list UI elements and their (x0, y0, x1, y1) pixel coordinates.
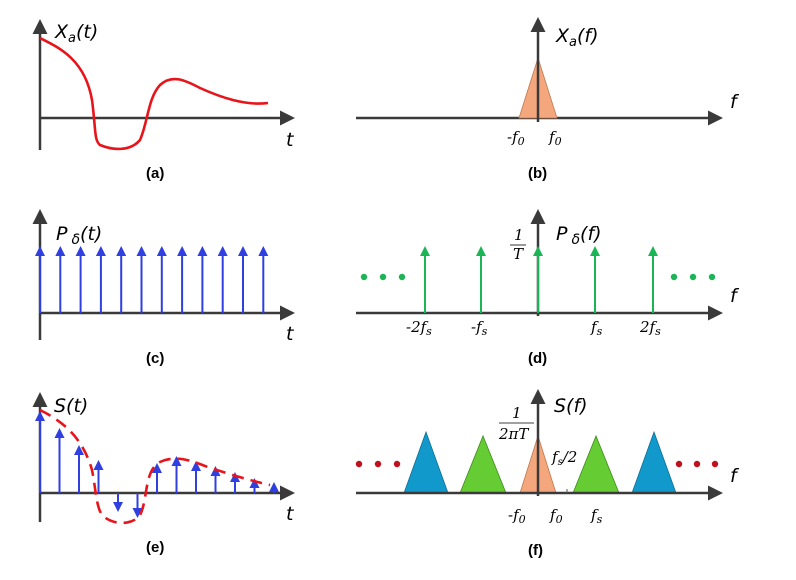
panel-b: Xa(f) f -f0 f0 (b) (356, 17, 740, 182)
panel-f-tick-pos-f0: f0 (549, 506, 563, 526)
panel-f-caption: (f) (528, 542, 543, 559)
panel-d-tick-minus-fs: -fs (471, 318, 488, 338)
panel-f-dots-left (355, 460, 401, 468)
panel-e: S(t) t (e) (32, 392, 295, 556)
panel-b-x-label: f (730, 91, 740, 113)
svg-text:1: 1 (514, 226, 524, 244)
panel-a: Xa(t) t (a) (32, 19, 295, 182)
panel-d-dots-left (360, 273, 406, 281)
svg-text:1: 1 (512, 404, 522, 422)
panel-b-y-label: Xa(f) (555, 25, 599, 50)
dot (374, 460, 382, 468)
panel-a-x-label: t (286, 129, 295, 151)
panel-d-tick-2fs: 2fs (639, 318, 661, 338)
panel-f-tick-fs: fs (590, 506, 603, 526)
panel-d-amplitude-label: 1 T (510, 226, 526, 263)
panel-d-dots-right (670, 273, 716, 281)
dot (693, 460, 701, 468)
panel-a-y-label: Xa(t) (54, 21, 98, 46)
replica-green-left (459, 434, 507, 494)
panel-d-tick-minus-2fs: -2fs (406, 318, 432, 338)
panel-f-dots-right (675, 460, 719, 468)
panel-e-caption: (e) (146, 539, 164, 556)
panel-d-caption: (d) (528, 350, 547, 367)
panel-c-x-label: t (286, 323, 295, 345)
panel-d-comb (420, 246, 658, 313)
panel-c-caption: (c) (146, 350, 164, 367)
dot (398, 273, 406, 281)
panel-f-x-label: f (730, 465, 740, 487)
dot (675, 460, 683, 468)
panel-e-x-label: t (286, 503, 295, 525)
panel-a-caption: (a) (146, 165, 164, 182)
panel-c-impulse-train (35, 246, 269, 313)
panel-a-signal-curve (39, 36, 269, 151)
svg-text:T: T (513, 245, 524, 263)
panel-b-tick-neg-f0: -f0 (507, 128, 525, 148)
panel-d-tick-fs: fs (590, 318, 603, 338)
dot (708, 273, 716, 281)
panel-f-y-label: S(f) (554, 395, 588, 417)
svg-text:2πT: 2πT (498, 425, 529, 443)
replica-green-right (572, 434, 620, 494)
panel-e-y-label: S(t) (54, 395, 88, 417)
panel-b-tick-pos-f0: f0 (548, 128, 562, 148)
panel-e-sampled-impulses (35, 411, 279, 518)
panel-b-caption: (b) (528, 165, 547, 182)
panel-d-x-label: f (730, 285, 740, 307)
panel-e-envelope-curve (39, 408, 271, 525)
replica-blue-right (631, 430, 677, 494)
dot (355, 460, 363, 468)
dot (360, 273, 368, 281)
dot (670, 273, 678, 281)
replica-blue-left (403, 430, 449, 494)
panel-f-half-fs-label: fs/2 (551, 448, 577, 468)
panel-f: 1 2πT S(f) f fs/2 -f0 f0 fs (f) (355, 389, 740, 559)
panel-f-spectrum-replicas (403, 430, 677, 494)
panel-f-tick-neg-f0: -f0 (508, 506, 526, 526)
panel-f-amplitude-label: 1 2πT (498, 404, 534, 443)
dot (689, 273, 697, 281)
dot (393, 460, 401, 468)
dot (379, 273, 387, 281)
dot (711, 460, 719, 468)
